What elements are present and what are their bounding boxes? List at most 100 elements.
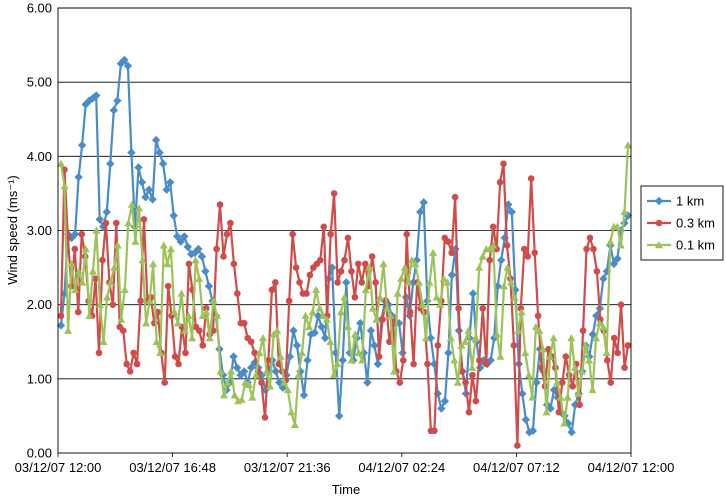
data-point bbox=[577, 367, 586, 375]
data-point bbox=[517, 308, 526, 316]
data-point bbox=[567, 334, 576, 342]
data-point bbox=[191, 256, 200, 264]
data-point bbox=[74, 267, 83, 275]
data-point bbox=[507, 207, 516, 217]
data-point bbox=[126, 368, 134, 375]
data-point bbox=[616, 241, 625, 249]
data-point bbox=[320, 223, 328, 231]
data-point bbox=[613, 254, 622, 263]
y-tick-label: 4.00 bbox=[27, 149, 52, 164]
data-point bbox=[383, 304, 392, 312]
x-axis-title: Time bbox=[332, 482, 360, 497]
data-point bbox=[458, 368, 466, 375]
data-point bbox=[372, 315, 381, 323]
data-point bbox=[399, 356, 407, 364]
data-point bbox=[443, 278, 452, 286]
legend-label: 1 km bbox=[676, 194, 704, 209]
data-point bbox=[406, 308, 414, 316]
data-point bbox=[521, 348, 530, 357]
data-point bbox=[368, 304, 377, 312]
data-point bbox=[451, 193, 459, 201]
data-point bbox=[88, 267, 97, 275]
data-point bbox=[237, 395, 246, 403]
legend-marker bbox=[655, 241, 663, 249]
data-point bbox=[479, 305, 487, 312]
data-point bbox=[74, 308, 82, 316]
data-point bbox=[77, 141, 87, 150]
data-point bbox=[308, 308, 317, 316]
data-point bbox=[531, 322, 540, 331]
data-point bbox=[592, 311, 601, 320]
x-tick-label: 03/12/07 21:36 bbox=[244, 460, 331, 475]
data-point bbox=[106, 278, 115, 286]
data-point bbox=[297, 348, 306, 357]
data-point bbox=[340, 293, 349, 301]
data-point bbox=[113, 96, 122, 105]
data-point bbox=[232, 363, 242, 372]
data-point bbox=[272, 279, 279, 286]
data-point bbox=[465, 408, 473, 416]
data-point bbox=[576, 401, 583, 409]
data-point bbox=[239, 367, 249, 376]
data-point bbox=[525, 428, 534, 437]
data-point bbox=[109, 301, 117, 308]
data-point bbox=[145, 296, 154, 305]
data-point bbox=[341, 256, 348, 264]
data-point bbox=[624, 342, 632, 349]
data-point bbox=[532, 378, 541, 387]
data-point bbox=[475, 363, 485, 372]
data-point bbox=[602, 348, 611, 357]
data-point bbox=[500, 160, 507, 168]
data-point bbox=[556, 393, 565, 401]
data-point bbox=[273, 326, 282, 334]
data-point bbox=[379, 316, 386, 323]
data-point bbox=[57, 312, 65, 320]
data-point bbox=[276, 352, 285, 360]
data-point bbox=[127, 148, 136, 157]
data-point bbox=[173, 319, 182, 327]
data-point bbox=[606, 237, 615, 245]
data-point bbox=[499, 282, 508, 290]
data-point bbox=[563, 419, 573, 428]
data-point bbox=[460, 337, 469, 345]
legend-marker bbox=[655, 219, 663, 227]
data-point bbox=[397, 274, 406, 282]
data-point bbox=[213, 245, 220, 253]
data-point bbox=[152, 337, 161, 345]
data-point bbox=[338, 356, 347, 365]
data-point bbox=[176, 237, 185, 246]
data-point bbox=[570, 363, 579, 371]
data-point bbox=[99, 256, 106, 264]
data-point bbox=[368, 253, 376, 260]
data-point bbox=[70, 230, 80, 239]
data-point bbox=[248, 393, 257, 401]
data-point bbox=[67, 259, 76, 268]
data-point bbox=[329, 371, 338, 379]
data-point bbox=[361, 260, 369, 268]
x-tick-label: 04/12/07 07:12 bbox=[473, 460, 560, 475]
data-point bbox=[613, 222, 622, 230]
x-tick-label: 04/12/07 02:24 bbox=[358, 460, 445, 475]
data-point bbox=[521, 415, 531, 424]
data-point bbox=[372, 279, 379, 286]
data-point bbox=[616, 226, 626, 235]
data-point bbox=[177, 289, 186, 297]
data-point bbox=[199, 342, 207, 349]
data-point bbox=[166, 245, 175, 253]
data-point bbox=[204, 281, 214, 291]
data-point bbox=[251, 349, 258, 357]
data-point bbox=[347, 356, 356, 364]
data-point bbox=[520, 245, 528, 253]
data-point bbox=[234, 290, 241, 297]
data-point bbox=[583, 245, 590, 253]
data-point bbox=[489, 241, 498, 249]
data-point bbox=[102, 219, 110, 227]
data-point bbox=[563, 393, 572, 401]
data-point bbox=[156, 348, 165, 357]
data-point bbox=[110, 263, 119, 271]
data-point bbox=[202, 308, 211, 316]
data-point bbox=[315, 304, 324, 312]
data-point bbox=[197, 252, 207, 261]
data-point bbox=[496, 352, 505, 360]
